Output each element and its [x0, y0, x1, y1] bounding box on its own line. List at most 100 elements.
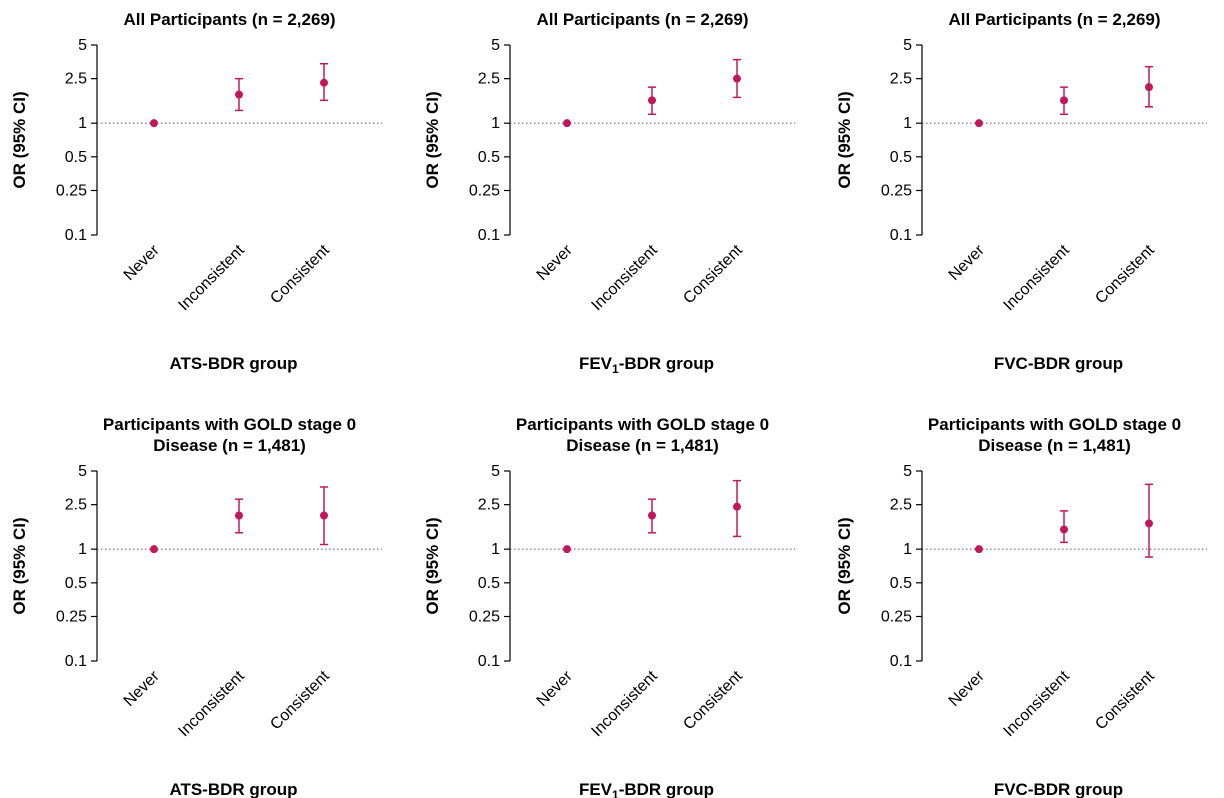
chart-title: Disease (n = 1,481) [153, 436, 306, 455]
y-tick-label: 0.1 [890, 227, 912, 244]
x-category-label: Never [946, 667, 989, 710]
y-tick-label: 5 [491, 463, 500, 480]
x-axis-label: ATS-BDR group [169, 354, 297, 373]
x-axis-label: ATS-BDR group [169, 780, 297, 798]
chart-title: Participants with GOLD stage 0 [103, 415, 356, 434]
y-tick-label: 0.1 [65, 227, 87, 244]
x-category-label: Never [121, 241, 164, 284]
x-category-label: Consistent [1092, 241, 1158, 307]
x-category-label: Inconsistent [175, 667, 248, 740]
data-point [1060, 96, 1068, 105]
x-category-label: Consistent [680, 667, 746, 733]
y-axis-label: OR (95% CI) [10, 517, 29, 614]
y-tick-label: 0.5 [478, 149, 500, 166]
chart-title: Participants with GOLD stage 0 [516, 415, 769, 434]
data-point [150, 119, 158, 128]
y-tick-label: 5 [78, 463, 87, 480]
y-tick-label: 0.25 [469, 182, 500, 199]
x-category-label: Consistent [267, 241, 333, 307]
x-axis-label-subscript: 1 [612, 362, 619, 376]
y-tick-label: 0.25 [469, 608, 500, 625]
chart-title: All Participants (n = 2,269) [536, 10, 748, 29]
chart-title: All Participants (n = 2,269) [123, 10, 335, 29]
y-tick-label: 5 [903, 463, 912, 480]
y-tick-label: 0.5 [65, 575, 87, 592]
data-point [320, 511, 328, 520]
chart-panel-5: Participants with GOLD stage 0 Disease (n… [423, 415, 795, 798]
x-axis-label-part: FEV [579, 354, 613, 373]
y-tick-label: 0.25 [881, 182, 912, 199]
chart-panel-2: All Participants (n = 2,269) 0.1 0.25 0.5 1 2… [423, 10, 795, 376]
y-tick-label: 0.1 [890, 653, 912, 670]
data-point [733, 74, 741, 83]
chart-title: Participants with GOLD stage 0 [928, 415, 1181, 434]
y-tick-label: 1 [78, 541, 87, 558]
chart-panel-3: All Participants (n = 2,269) 0.1 0.25 0.5 1 2… [835, 10, 1207, 373]
y-tick-label: 2.5 [65, 497, 87, 514]
x-category-label: Inconsistent [1000, 241, 1073, 314]
x-axis-label: FEV1-BDR group [579, 354, 714, 376]
x-axis-label-part: -BDR group [619, 780, 714, 798]
data-point [150, 545, 158, 554]
x-category-label: Inconsistent [1000, 667, 1073, 740]
data-point [648, 511, 656, 520]
data-point [563, 119, 571, 128]
x-category-label: Never [946, 241, 989, 284]
y-tick-label: 0.25 [56, 608, 87, 625]
x-category-label: Consistent [1092, 667, 1158, 733]
x-category-label: Inconsistent [588, 667, 661, 740]
x-axis-label-subscript: 1 [612, 788, 619, 798]
data-point [648, 96, 656, 105]
data-point [320, 78, 328, 87]
y-tick-label: 1 [78, 115, 87, 132]
x-category-label: Never [534, 667, 577, 710]
x-category-label: Inconsistent [175, 241, 248, 314]
y-axis-label: OR (95% CI) [835, 517, 854, 614]
y-tick-label: 5 [903, 37, 912, 54]
x-axis-label-part: -BDR group [619, 354, 714, 373]
x-axis-label: FVC-BDR group [994, 354, 1123, 373]
y-tick-label: 5 [491, 37, 500, 54]
y-tick-label: 0.25 [881, 608, 912, 625]
y-tick-label: 2.5 [890, 497, 912, 514]
y-tick-label: 2.5 [478, 497, 500, 514]
x-category-label: Never [121, 667, 164, 710]
y-tick-label: 0.1 [478, 653, 500, 670]
x-category-label: Consistent [267, 667, 333, 733]
data-point [235, 90, 243, 99]
chart-title: Disease (n = 1,481) [566, 436, 719, 455]
y-tick-label: 0.5 [890, 149, 912, 166]
y-tick-label: 1 [491, 541, 500, 558]
data-point [235, 511, 243, 520]
x-axis-label-part: FEV [579, 780, 613, 798]
data-point [1145, 519, 1153, 528]
y-axis-label: OR (95% CI) [423, 91, 442, 188]
y-tick-label: 1 [903, 541, 912, 558]
y-axis-label: OR (95% CI) [835, 91, 854, 188]
x-axis-label: FVC-BDR group [994, 780, 1123, 798]
x-axis-label: FEV1-BDR group [579, 780, 714, 798]
x-category-label: Consistent [680, 241, 746, 307]
y-axis-label: OR (95% CI) [423, 517, 442, 614]
data-point [1060, 525, 1068, 534]
data-point [975, 545, 983, 554]
y-tick-label: 0.1 [478, 227, 500, 244]
x-category-label: Inconsistent [588, 241, 661, 314]
chart-panel-4: Participants with GOLD stage 0 Disease (n… [10, 415, 382, 798]
data-point [733, 502, 741, 511]
y-tick-label: 0.5 [478, 575, 500, 592]
data-point [975, 119, 983, 128]
y-tick-label: 1 [903, 115, 912, 132]
chart-panel-6: Participants with GOLD stage 0 Disease (n… [835, 415, 1207, 798]
y-tick-label: 2.5 [890, 71, 912, 88]
y-tick-label: 0.1 [65, 653, 87, 670]
chart-title: Disease (n = 1,481) [978, 436, 1131, 455]
y-tick-label: 2.5 [478, 71, 500, 88]
y-tick-label: 0.25 [56, 182, 87, 199]
data-point [1145, 83, 1153, 92]
y-tick-label: 0.5 [890, 575, 912, 592]
x-category-label: Never [534, 241, 577, 284]
y-tick-label: 1 [491, 115, 500, 132]
chart-title: All Participants (n = 2,269) [948, 10, 1160, 29]
